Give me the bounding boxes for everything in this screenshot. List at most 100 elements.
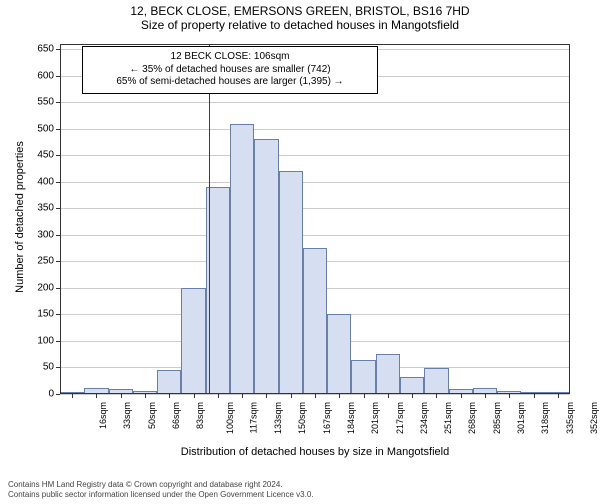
y-tick-mark: [56, 261, 60, 262]
reference-line: [209, 44, 210, 394]
y-tick-label: 150: [24, 309, 54, 320]
x-tick-label: 66sqm: [171, 402, 181, 429]
x-tick-label: 217sqm: [395, 402, 405, 434]
histogram-bar: [230, 124, 254, 394]
annotation-line3: 65% of semi-detached houses are larger (…: [91, 76, 369, 89]
x-tick-label: 83sqm: [195, 402, 205, 429]
annotation-line2: ← 35% of detached houses are smaller (74…: [91, 64, 369, 77]
x-axis-title: Distribution of detached houses by size …: [60, 446, 570, 458]
gridline: [60, 102, 570, 103]
y-tick-mark: [56, 129, 60, 130]
x-tick-mark: [266, 394, 267, 398]
chart-title-line2: Size of property relative to detached ho…: [0, 18, 600, 32]
x-tick-label: 33sqm: [122, 402, 132, 429]
x-tick-mark: [194, 394, 195, 398]
y-tick-label: 0: [24, 389, 54, 400]
x-tick-mark: [436, 394, 437, 398]
histogram-bar: [376, 354, 400, 394]
y-tick-mark: [56, 208, 60, 209]
x-tick-label: 318sqm: [540, 402, 550, 434]
gridline: [60, 182, 570, 183]
x-tick-mark: [509, 394, 510, 398]
x-tick-label: 201sqm: [370, 402, 380, 434]
x-tick-mark: [485, 394, 486, 398]
x-tick-mark: [412, 394, 413, 398]
x-tick-label: 184sqm: [346, 402, 356, 434]
x-tick-label: 251sqm: [443, 402, 453, 434]
x-tick-label: 234sqm: [419, 402, 429, 434]
histogram-bar: [351, 360, 375, 394]
y-tick-mark: [56, 102, 60, 103]
y-tick-mark: [56, 155, 60, 156]
x-tick-mark: [169, 394, 170, 398]
x-tick-mark: [145, 394, 146, 398]
y-tick-label: 600: [24, 70, 54, 81]
y-tick-label: 50: [24, 362, 54, 373]
gridline: [60, 208, 570, 209]
x-tick-mark: [121, 394, 122, 398]
x-tick-label: 301sqm: [516, 402, 526, 434]
x-tick-mark: [558, 394, 559, 398]
x-tick-label: 50sqm: [147, 402, 157, 429]
chart-container: 12, BECK CLOSE, EMERSONS GREEN, BRISTOL,…: [0, 4, 600, 504]
x-tick-label: 285sqm: [492, 402, 502, 434]
x-tick-mark: [315, 394, 316, 398]
x-tick-mark: [72, 394, 73, 398]
x-tick-label: 133sqm: [273, 402, 283, 434]
x-tick-label: 150sqm: [297, 402, 307, 434]
footer-line2: Contains public sector information licen…: [8, 490, 592, 500]
y-tick-mark: [56, 49, 60, 50]
histogram-bar: [157, 370, 181, 394]
histogram-bar: [327, 314, 351, 394]
gridline: [60, 155, 570, 156]
x-tick-label: 268sqm: [467, 402, 477, 434]
y-tick-label: 450: [24, 150, 54, 161]
x-tick-mark: [534, 394, 535, 398]
x-tick-label: 100sqm: [225, 402, 235, 434]
y-tick-label: 100: [24, 335, 54, 346]
x-tick-mark: [364, 394, 365, 398]
footer: Contains HM Land Registry data © Crown c…: [8, 480, 592, 500]
y-tick-label: 200: [24, 282, 54, 293]
y-tick-mark: [56, 235, 60, 236]
y-tick-mark: [56, 76, 60, 77]
x-tick-mark: [291, 394, 292, 398]
plot-area: [60, 44, 570, 394]
gridline: [60, 129, 570, 130]
y-tick-mark: [56, 182, 60, 183]
x-tick-mark: [339, 394, 340, 398]
x-tick-label: 352sqm: [589, 402, 599, 434]
y-tick-label: 550: [24, 97, 54, 108]
histogram-bar: [424, 368, 448, 395]
x-tick-label: 335sqm: [565, 402, 575, 434]
histogram-bar: [400, 377, 424, 395]
histogram-bar: [303, 248, 327, 394]
y-tick-mark: [56, 288, 60, 289]
y-tick-mark: [56, 367, 60, 368]
y-tick-mark: [56, 341, 60, 342]
x-tick-mark: [242, 394, 243, 398]
annotation-box: 12 BECK CLOSE: 106sqm ← 35% of detached …: [82, 46, 378, 94]
gridline: [60, 235, 570, 236]
chart-title-line1: 12, BECK CLOSE, EMERSONS GREEN, BRISTOL,…: [0, 4, 600, 18]
x-tick-label: 16sqm: [98, 402, 108, 429]
y-tick-label: 400: [24, 176, 54, 187]
y-tick-label: 650: [24, 44, 54, 55]
y-tick-label: 500: [24, 123, 54, 134]
histogram-bar: [254, 139, 278, 394]
x-tick-mark: [218, 394, 219, 398]
footer-line1: Contains HM Land Registry data © Crown c…: [8, 480, 592, 490]
x-tick-mark: [96, 394, 97, 398]
y-tick-label: 350: [24, 203, 54, 214]
x-tick-label: 117sqm: [248, 402, 258, 433]
histogram-bar: [181, 288, 205, 394]
x-tick-mark: [461, 394, 462, 398]
y-tick-label: 300: [24, 229, 54, 240]
x-tick-label: 167sqm: [322, 402, 332, 434]
y-tick-label: 250: [24, 256, 54, 267]
annotation-line1: 12 BECK CLOSE: 106sqm: [91, 51, 369, 64]
histogram-bar: [279, 171, 303, 394]
y-tick-mark: [56, 394, 60, 395]
y-tick-mark: [56, 314, 60, 315]
x-tick-mark: [388, 394, 389, 398]
